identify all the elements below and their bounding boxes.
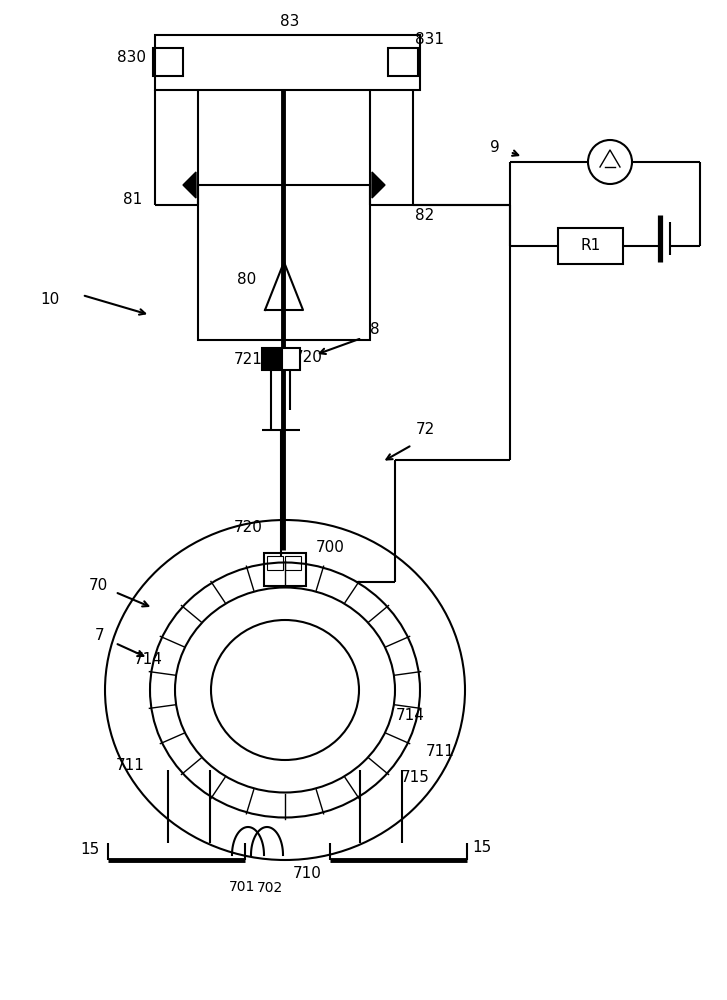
Text: 711: 711 xyxy=(116,758,145,772)
Bar xyxy=(153,48,183,76)
Text: 7: 7 xyxy=(95,628,105,643)
Text: 700: 700 xyxy=(316,540,345,556)
Text: 701: 701 xyxy=(229,880,255,894)
Ellipse shape xyxy=(211,620,359,760)
Ellipse shape xyxy=(175,587,395,792)
Bar xyxy=(285,556,301,570)
Bar xyxy=(267,556,283,570)
Bar xyxy=(558,228,623,264)
Circle shape xyxy=(588,140,632,184)
Polygon shape xyxy=(372,172,385,198)
Text: 830: 830 xyxy=(118,50,147,66)
Text: 710: 710 xyxy=(292,865,321,880)
Ellipse shape xyxy=(150,562,420,818)
Text: R1: R1 xyxy=(581,238,601,253)
Text: 81: 81 xyxy=(124,192,142,208)
Text: 8: 8 xyxy=(370,322,379,338)
Bar xyxy=(198,185,370,340)
Text: 83: 83 xyxy=(281,14,300,29)
Text: 831: 831 xyxy=(416,32,444,47)
Text: 715: 715 xyxy=(401,770,430,786)
Text: 714: 714 xyxy=(395,708,425,724)
Bar xyxy=(264,553,306,586)
Text: 9: 9 xyxy=(490,140,500,155)
Text: 15: 15 xyxy=(473,840,491,854)
Text: 71: 71 xyxy=(274,681,296,699)
Text: 721: 721 xyxy=(233,353,262,367)
Bar xyxy=(155,35,420,90)
Text: 714: 714 xyxy=(134,652,162,668)
Polygon shape xyxy=(183,172,196,198)
Text: 711: 711 xyxy=(425,744,454,760)
Text: 15: 15 xyxy=(81,842,100,857)
Text: 720: 720 xyxy=(233,520,262,536)
Text: 720: 720 xyxy=(294,351,323,365)
Text: 72: 72 xyxy=(415,422,435,438)
Text: 80: 80 xyxy=(238,272,257,288)
Text: 70: 70 xyxy=(89,578,108,592)
Text: 702: 702 xyxy=(257,881,283,895)
Bar xyxy=(262,348,280,370)
Text: 10: 10 xyxy=(41,292,60,308)
Text: 82: 82 xyxy=(415,208,435,223)
Bar xyxy=(282,348,300,370)
Bar xyxy=(388,48,418,76)
Ellipse shape xyxy=(105,520,465,860)
